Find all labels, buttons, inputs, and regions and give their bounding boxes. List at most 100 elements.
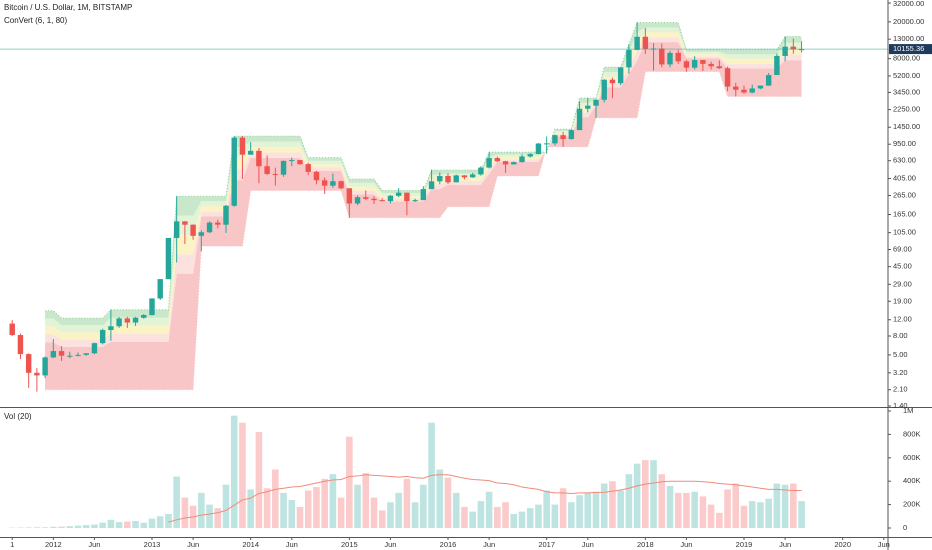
candle-body (363, 197, 369, 199)
y-tick-label: 165.00 (893, 209, 916, 218)
candle-body (338, 181, 344, 189)
candle-body (585, 105, 591, 109)
candle-body (749, 88, 755, 93)
x-tick-label: 2015 (341, 540, 358, 549)
candle-body (535, 143, 542, 155)
x-tick-label: Jun (878, 540, 890, 549)
candle-body (124, 318, 131, 323)
volume-bar (461, 506, 468, 528)
volume-bar (296, 506, 304, 528)
candle-body (519, 156, 525, 163)
volume-bar (321, 478, 328, 528)
band-lower-line (45, 71, 802, 391)
volume-bar (337, 497, 345, 528)
volume-bar (165, 513, 172, 528)
y-tick-label: 105.00 (893, 228, 916, 237)
candle-body (182, 221, 188, 225)
candle-body (445, 176, 451, 183)
volume-bar (58, 526, 65, 528)
candle-body (667, 52, 673, 65)
candle-body (50, 351, 57, 358)
volume-tick-label: 800K (903, 429, 921, 438)
candle-body (231, 137, 237, 206)
y-tick-label: 13000.00 (893, 34, 924, 43)
y-tick-label: 32000.00 (893, 0, 924, 8)
volume-tick-label: 400K (903, 476, 921, 485)
x-tick-label: 2014 (242, 540, 259, 549)
candle-body (642, 36, 649, 49)
y-tick-label: 19.00 (893, 296, 912, 305)
candle-body (354, 197, 361, 204)
candle-body (560, 135, 566, 140)
candle-body (757, 85, 764, 89)
candle-body (280, 160, 287, 175)
candle-body (387, 195, 394, 202)
x-tick-label: 2016 (440, 540, 457, 549)
candle-body (511, 162, 517, 165)
volume-bar (732, 483, 740, 528)
volume-bar (115, 522, 123, 528)
y-tick-label: 5.00 (893, 350, 908, 359)
volume-bar (206, 504, 213, 528)
candle-body (198, 232, 205, 236)
x-tick-label: 2020 (834, 540, 851, 549)
volume-bar (559, 488, 567, 528)
volume-bar (518, 511, 526, 528)
volume-bar (280, 492, 287, 528)
volume-bar (41, 527, 49, 528)
x-tick-label: Jun (384, 540, 396, 549)
x-tick-label: 2012 (45, 540, 62, 549)
volume-bar (263, 488, 271, 528)
volume-bar (156, 516, 164, 528)
candle-body (691, 60, 698, 68)
x-tick-label: 2017 (538, 540, 555, 549)
candle-body (609, 79, 616, 84)
y-tick-label: 29.00 (893, 279, 912, 288)
y-tick-label: 12.00 (893, 315, 912, 324)
x-tick-label: 1 (10, 540, 14, 549)
y-tick-label: 950.00 (893, 139, 916, 148)
candle-body (247, 150, 254, 155)
y-tick-label: 3.20 (893, 368, 908, 377)
volume-bar (370, 497, 378, 528)
y-tick-label: 8.00 (893, 331, 908, 340)
candle-body (239, 137, 246, 155)
x-tick-label: 2013 (144, 540, 161, 549)
volume-bar (650, 460, 657, 528)
volume-bar (658, 474, 666, 528)
volume-bar (420, 484, 427, 528)
candle-body (42, 357, 48, 376)
band-zone (45, 27, 802, 333)
volume-bar (526, 508, 534, 528)
volume-bar (411, 502, 419, 528)
volume-bar (592, 491, 600, 528)
candle-body (108, 326, 114, 330)
candle-body (617, 67, 624, 84)
x-tick-label: 2018 (637, 540, 654, 549)
candle-body (765, 75, 772, 86)
volume-bar (790, 483, 797, 528)
volume-title: Vol (20) (4, 412, 32, 421)
volume-bar (781, 484, 789, 528)
volume-bar (436, 469, 444, 528)
candle-body (576, 108, 583, 131)
y-tick-label: 265.00 (893, 190, 916, 199)
volume-bar (510, 513, 518, 528)
candle-body (412, 200, 418, 202)
volume-bar (502, 502, 509, 528)
volume-bar (765, 498, 772, 528)
volume-bar (124, 521, 131, 528)
candle-body (486, 158, 492, 168)
candle-body (83, 353, 89, 355)
candle-body (371, 198, 377, 201)
last-price-box (889, 44, 932, 55)
candle-body (330, 181, 336, 186)
volume-bar (666, 485, 674, 528)
volume-bar (132, 520, 139, 528)
volume-bar (378, 510, 386, 528)
candle-body (305, 164, 311, 172)
candle-body (502, 161, 509, 165)
candle-body (733, 86, 739, 90)
